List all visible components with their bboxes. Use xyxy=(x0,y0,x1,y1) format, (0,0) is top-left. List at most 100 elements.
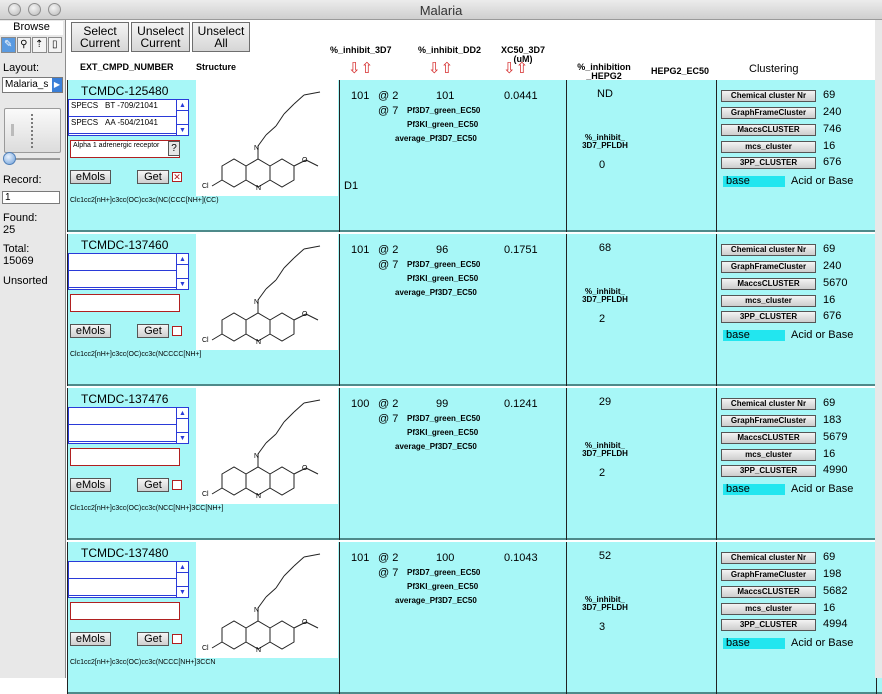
sort-arrows-inhibit-3d7[interactable]: ⇩⇧ xyxy=(348,61,373,76)
portal-row[interactable] xyxy=(69,254,177,271)
unselect-current-button[interactable]: Unselect Current xyxy=(131,22,190,52)
scroll-down-icon[interactable]: ▼ xyxy=(177,124,188,135)
sort-asc-icon[interactable]: ⇧ xyxy=(515,60,529,77)
scroll-up-icon[interactable]: ▲ xyxy=(177,408,188,419)
portal-scrollbar[interactable]: ▲ ▼ xyxy=(176,408,188,443)
scroll-up-icon[interactable]: ▲ xyxy=(177,254,188,265)
mcs-cluster-button[interactable]: mcs_cluster xyxy=(721,141,816,153)
portal-row[interactable] xyxy=(69,408,177,425)
3pp-cluster-button[interactable]: 3PP_CLUSTER xyxy=(721,311,816,323)
record-book-icon[interactable] xyxy=(4,108,61,153)
inhibit-dd2-value: 96 xyxy=(436,244,449,256)
vertical-scrollbar[interactable] xyxy=(875,20,882,678)
emols-button[interactable]: eMols xyxy=(70,324,111,338)
graphframe-cluster-button[interactable]: GraphFrameCluster xyxy=(721,569,816,581)
magnifier-icon[interactable]: ⚲ xyxy=(16,37,31,53)
portal-row[interactable]: SPECS AA -504/21041 xyxy=(69,117,177,134)
select-checkbox[interactable] xyxy=(172,634,182,644)
3pp-cluster-button[interactable]: 3PP_CLUSTER xyxy=(721,157,816,169)
layout-select[interactable]: Malaria_s ▶ xyxy=(2,77,63,93)
record-label: Record: xyxy=(3,174,42,186)
emols-button[interactable]: eMols xyxy=(70,478,111,492)
inhibit-3d7-value: 101 xyxy=(351,552,370,564)
select-checkbox[interactable] xyxy=(172,326,182,336)
record-number-input[interactable]: 1 xyxy=(2,191,60,204)
select-checkbox[interactable]: ✕ xyxy=(172,172,182,182)
sort-arrows-xc50[interactable]: ⇩⇧ xyxy=(503,61,528,76)
page-icon[interactable]: ▯ xyxy=(47,37,62,53)
target-field[interactable] xyxy=(70,448,180,466)
portal-scrollbar[interactable]: ▲ ▼ xyxy=(176,100,188,135)
scroll-down-icon[interactable]: ▼ xyxy=(177,278,188,289)
3pp-cluster-button[interactable]: 3PP_CLUSTER xyxy=(721,619,816,631)
target-field[interactable] xyxy=(70,294,180,312)
select-checkbox[interactable] xyxy=(172,480,182,490)
svg-text:Cl: Cl xyxy=(202,645,209,652)
portal-row[interactable] xyxy=(69,562,177,579)
record-slider-track[interactable] xyxy=(6,158,60,160)
at-7-label: @ 7 xyxy=(378,413,399,425)
minimize-window-button[interactable] xyxy=(28,3,41,16)
chemical-cluster-button[interactable]: Chemical cluster Nr xyxy=(721,90,816,102)
acid-base-field[interactable]: base xyxy=(723,330,785,341)
portal-scrollbar[interactable]: ▲ ▼ xyxy=(176,562,188,597)
scroll-down-icon[interactable]: ▼ xyxy=(177,586,188,597)
emols-button[interactable]: eMols xyxy=(70,632,111,646)
structure-image: N O Cl N xyxy=(196,234,338,350)
unselect-all-button[interactable]: Unselect All xyxy=(192,22,250,52)
mcs-cluster-button[interactable]: mcs_cluster xyxy=(721,449,816,461)
sort-icon[interactable]: ⇡ xyxy=(32,37,47,53)
scroll-down-icon[interactable]: ▼ xyxy=(177,432,188,443)
portal-row[interactable]: SPECS BT -709/21041 xyxy=(69,100,177,117)
scroll-up-icon[interactable]: ▲ xyxy=(177,562,188,573)
maccs-cluster-button[interactable]: MaccsCLUSTER xyxy=(721,586,816,598)
portal-scrollbar[interactable]: ▲ ▼ xyxy=(176,254,188,289)
mcs-cluster-button[interactable]: mcs_cluster xyxy=(721,295,816,307)
chemical-cluster-button[interactable]: Chemical cluster Nr xyxy=(721,398,816,410)
pencil-icon[interactable]: ✎ xyxy=(1,37,16,53)
sort-asc-icon[interactable]: ⇧ xyxy=(360,60,374,77)
3pp-cluster-button[interactable]: 3PP_CLUSTER xyxy=(721,465,816,477)
svg-text:N: N xyxy=(256,339,261,346)
close-window-button[interactable] xyxy=(8,3,21,16)
maccs-cluster-button[interactable]: MaccsCLUSTER xyxy=(721,432,816,444)
sort-arrows-inhibit-dd2[interactable]: ⇩⇧ xyxy=(428,61,453,76)
acid-base-field[interactable]: base xyxy=(723,176,785,187)
get-button[interactable]: Get xyxy=(137,478,169,492)
get-button[interactable]: Get xyxy=(137,170,169,184)
target-field[interactable]: Alpha 1 adrenergic receptor xyxy=(70,140,180,158)
chemical-cluster-button[interactable]: Chemical cluster Nr xyxy=(721,244,816,256)
portal-row[interactable] xyxy=(69,579,177,596)
sort-desc-icon[interactable]: ⇩ xyxy=(503,60,516,77)
mode-label[interactable]: Browse xyxy=(0,21,63,35)
portal-row[interactable] xyxy=(69,425,177,442)
layout-value: Malaria_s xyxy=(5,79,49,90)
svg-text:N: N xyxy=(256,493,261,500)
mcs-cluster-button[interactable]: mcs_cluster xyxy=(721,603,816,615)
emols-button[interactable]: eMols xyxy=(70,170,111,184)
portal-row[interactable] xyxy=(69,271,177,288)
sort-asc-icon[interactable]: ⇧ xyxy=(440,60,454,77)
compound-number: TCMDC-137480 xyxy=(81,546,169,560)
sort-desc-icon[interactable]: ⇩ xyxy=(428,60,441,77)
scroll-up-icon[interactable]: ▲ xyxy=(177,100,188,111)
get-button[interactable]: Get xyxy=(137,632,169,646)
svg-text:O: O xyxy=(302,465,308,472)
pf3d7-green-label: Pf3D7_green_EC50 xyxy=(407,568,481,577)
graphframe-cluster-button[interactable]: GraphFrameCluster xyxy=(721,261,816,273)
sort-desc-icon[interactable]: ⇩ xyxy=(348,60,361,77)
acid-or-base-label: Acid or Base xyxy=(791,483,854,495)
record-slider-handle[interactable] xyxy=(3,152,16,165)
target-field[interactable] xyxy=(70,602,180,620)
select-current-button[interactable]: Select Current xyxy=(71,22,129,52)
acid-base-field[interactable]: base xyxy=(723,484,785,495)
help-question-button[interactable]: ? xyxy=(168,141,180,156)
acid-base-field[interactable]: base xyxy=(723,638,785,649)
zoom-window-button[interactable] xyxy=(48,3,61,16)
maccs-cluster-button[interactable]: MaccsCLUSTER xyxy=(721,124,816,136)
chemical-cluster-button[interactable]: Chemical cluster Nr xyxy=(721,552,816,564)
graphframe-cluster-button[interactable]: GraphFrameCluster xyxy=(721,415,816,427)
get-button[interactable]: Get xyxy=(137,324,169,338)
graphframe-cluster-button[interactable]: GraphFrameCluster xyxy=(721,107,816,119)
maccs-cluster-button[interactable]: MaccsCLUSTER xyxy=(721,278,816,290)
